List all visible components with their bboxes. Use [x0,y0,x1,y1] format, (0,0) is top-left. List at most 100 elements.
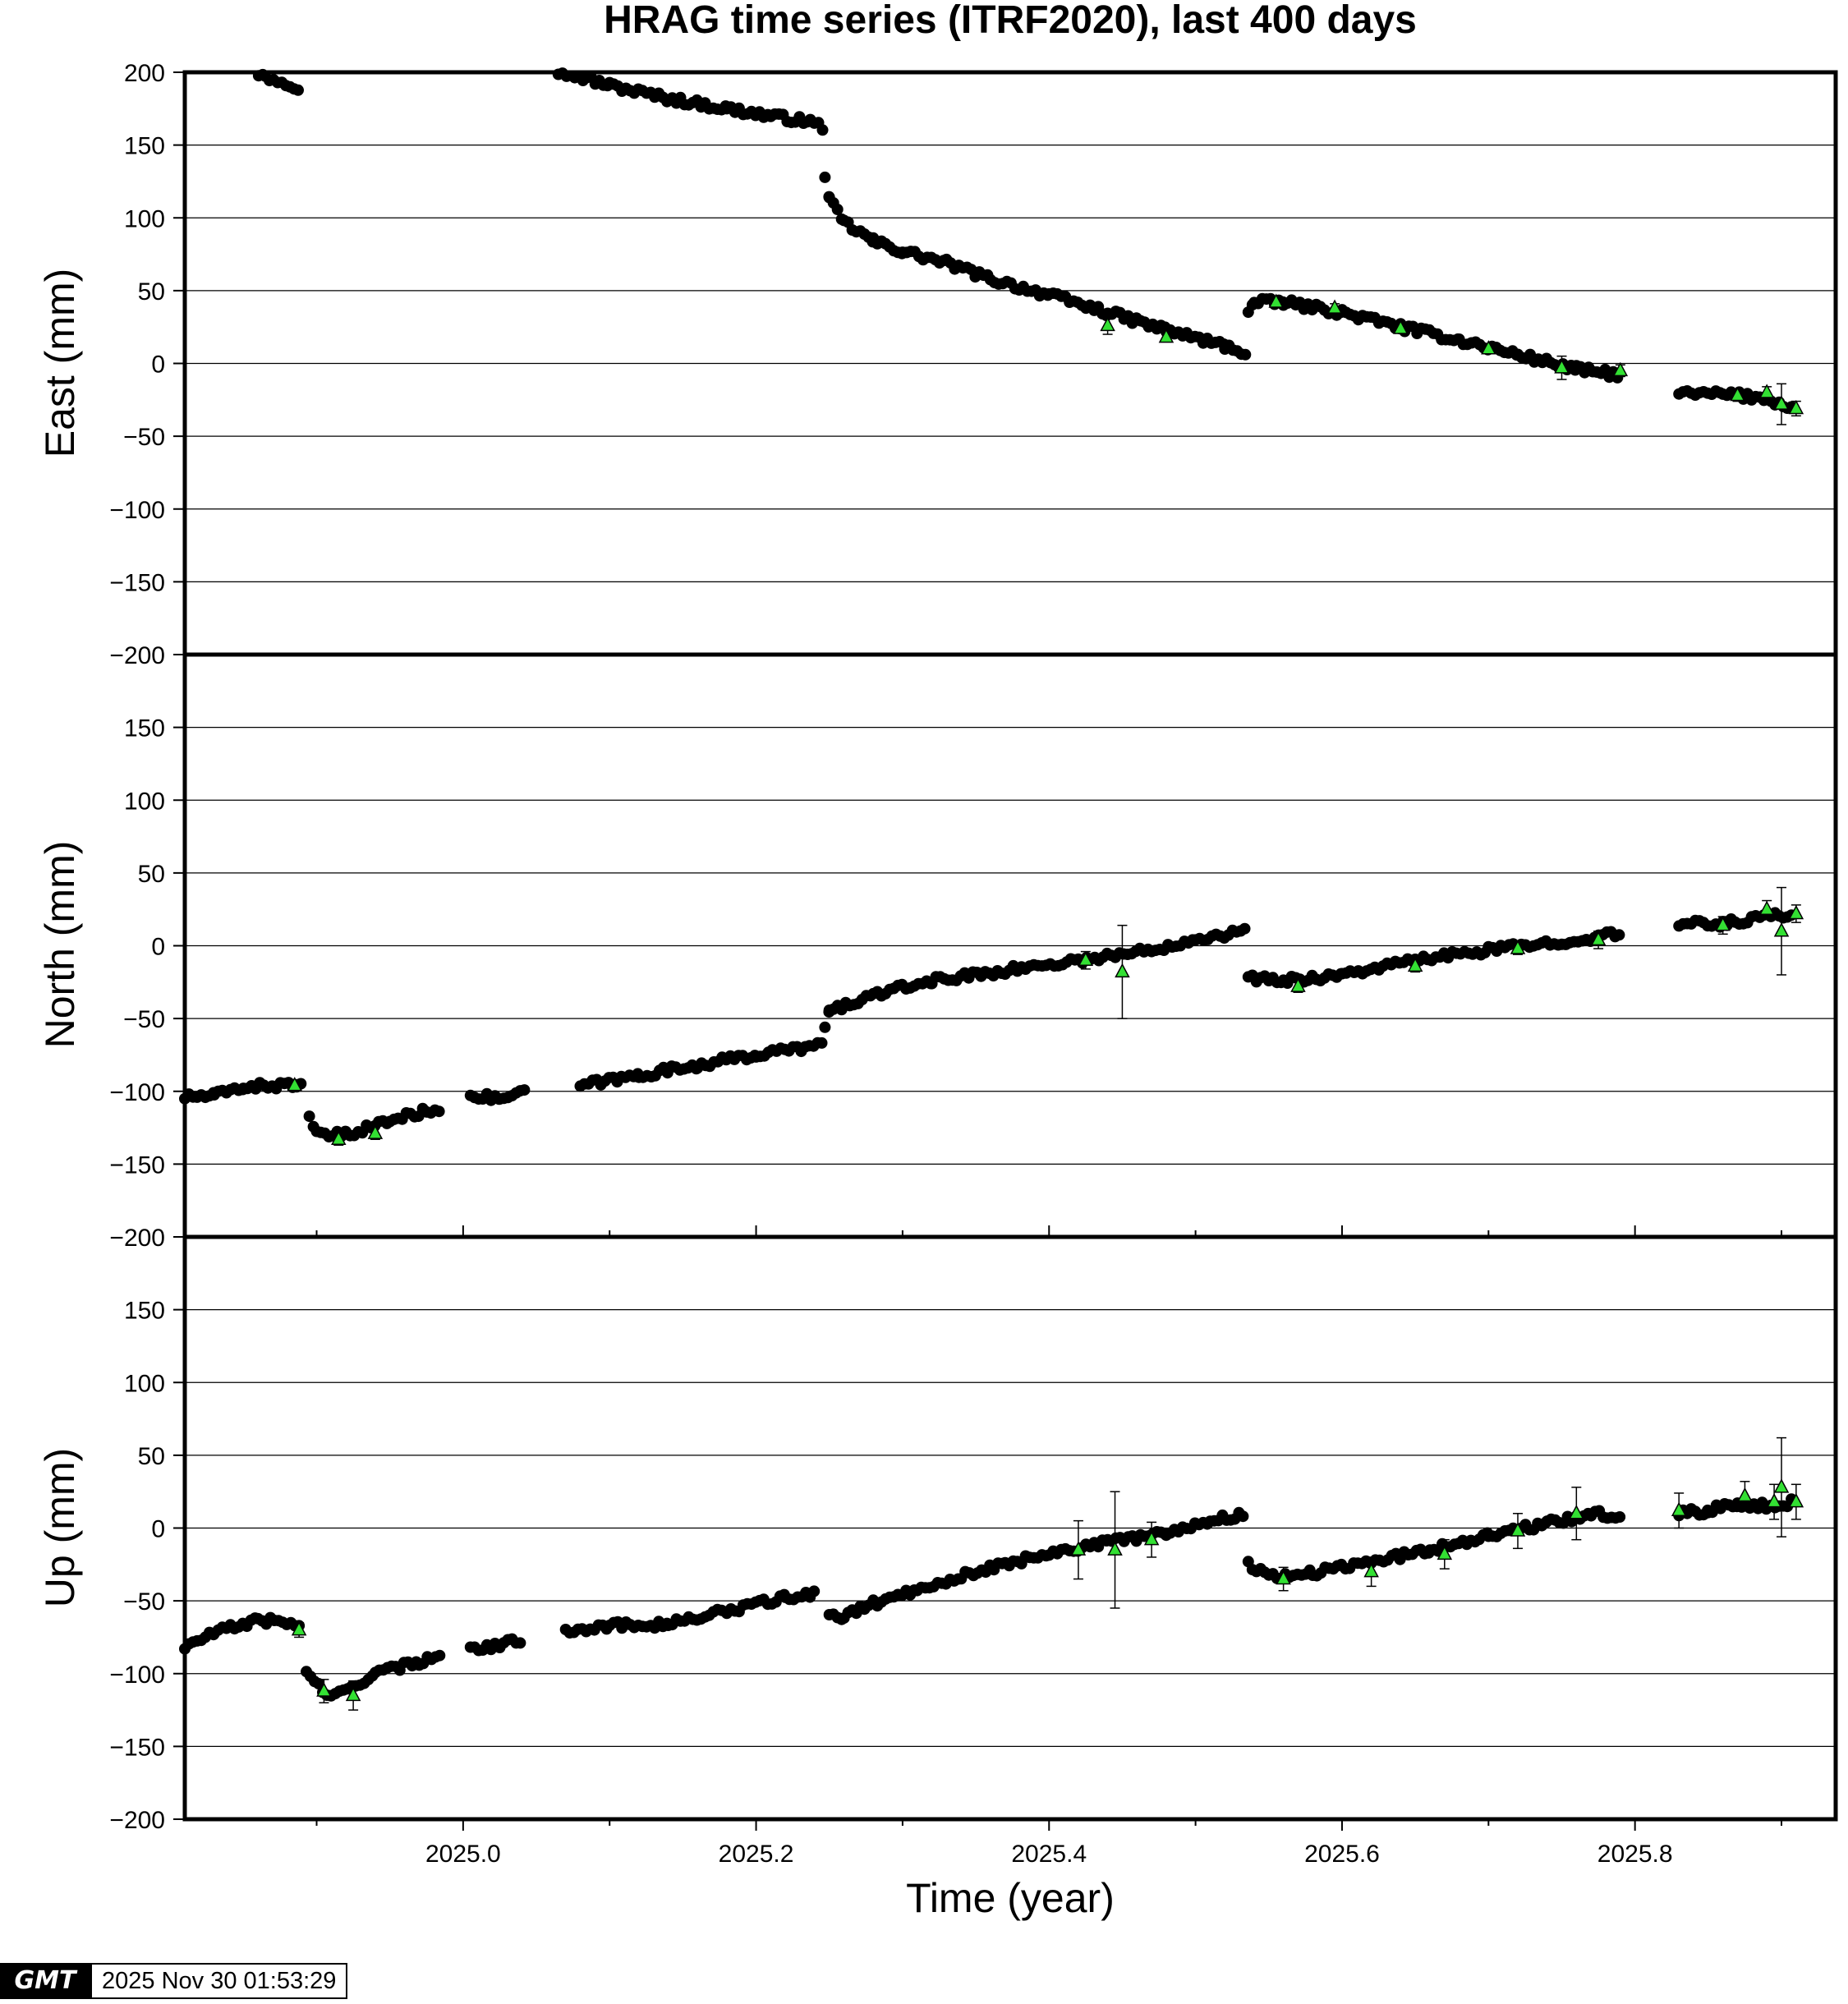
east-rapid-point [1326,299,1343,314]
x-tick-label: 2025.4 [1011,1841,1087,1868]
north-y-tick-label: 0 [151,934,165,961]
up-rapid-point [345,1686,361,1702]
north-rapid-point [1407,957,1423,972]
up-y-tick-label: −100 [109,1662,165,1689]
east-y-tick-label: −200 [109,642,165,669]
up-rapid-point [1070,1541,1087,1556]
north-rapid-point [1758,900,1775,915]
up-y-ticks: 150 100 50 0 −50 −100 −150 −200 [109,1236,185,1834]
east-panel: East (mm) 200 150 100 50 0 −50 −100 −150 −200 [37,60,1838,669]
north-rapid-point [1290,977,1306,992]
east-y-tick-label: 150 [124,133,165,160]
up-rapid-point [1510,1522,1526,1537]
north-rapid-point [1715,917,1731,931]
north-y-tick-label: −150 [109,1151,165,1179]
east-daily-point [816,124,829,136]
north-daily-point [819,1021,831,1033]
north-daily-point [1239,922,1251,935]
north-daily-point [433,1105,445,1118]
north-daily-point [303,1110,315,1123]
north-rapid-point [331,1130,347,1145]
up-rapid-point [1773,1478,1790,1493]
east-y-tick-label: 0 [151,352,165,379]
up-data-points [179,1436,1804,1711]
up-y-tick-label: 100 [124,1370,165,1397]
north-data-points [179,886,1804,1147]
east-rapid-point [1758,384,1775,398]
plot-timestamp: 2025 Nov 30 01:53:29 [90,1963,348,1999]
x-tick-label: 2025.2 [719,1841,794,1868]
up-daily-point [313,1678,324,1689]
east-rapid-point [1481,340,1496,355]
east-y-tick-label: 100 [124,205,165,232]
chart-title: HRAG time series (ITRF2020), last 400 da… [604,0,1417,42]
east-daily-point [819,171,831,183]
east-daily-point [831,204,844,215]
north-daily-point [1613,929,1625,941]
up-daily-point [514,1637,526,1649]
up-rapid-point [1671,1501,1687,1516]
up-rapid-point [1569,1505,1584,1519]
up-y-tick-label: 150 [124,1298,165,1325]
east-y-tick-label: −100 [109,497,165,524]
north-y-tick-label: −50 [123,1006,165,1033]
north-rapid-point [1510,940,1526,954]
up-rapid-point [1737,1487,1753,1502]
up-daily-point [1237,1510,1249,1523]
north-rapid-point [1590,931,1607,946]
up-rapid-point [1276,1570,1291,1585]
up-y-tick-label: −150 [109,1734,165,1761]
up-rapid-point [1766,1493,1782,1508]
east-y-ticks: 200 150 100 50 0 −50 −100 −150 −200 [109,60,185,669]
up-panel-frame [182,1234,1838,1822]
x-axis-label: Time (year) [906,1875,1115,1921]
east-y-tick-label: 200 [124,60,165,87]
east-rapid-point [1158,329,1175,343]
up-y-tick-label: 0 [151,1516,165,1543]
up-grid [185,1309,1836,1747]
north-rapid-point [1115,963,1130,978]
up-daily-point [434,1649,446,1662]
north-y-axis-label: North (mm) [37,841,83,1049]
north-panel: North (mm) 150 100 50 0 −50 −100 −150 −200 [37,652,1838,1252]
up-y-tick-label: −50 [123,1588,165,1616]
up-y-tick-label: −200 [109,1807,165,1834]
north-rapid-point [1078,951,1094,966]
east-y-tick-label: 50 [138,278,165,306]
north-grid [185,727,1836,1165]
east-rapid-point [1100,316,1115,332]
up-rapid-point [291,1620,307,1636]
north-rapid-point [287,1077,303,1092]
east-rapid-point [1773,395,1790,410]
east-y-axis-label: East (mm) [37,269,83,458]
up-y-axis-label: Up (mm) [37,1448,83,1607]
east-rapid-point [1554,359,1570,374]
north-rapid-point [367,1124,384,1139]
east-daily-point [1239,348,1252,361]
x-tick-label: 2025.0 [425,1841,501,1868]
north-daily-point [816,1036,828,1049]
north-y-tick-label: 50 [138,861,165,888]
east-y-tick-label: −50 [123,424,165,451]
east-rapid-point [1393,319,1409,334]
north-daily-point [518,1084,531,1096]
east-rapid-point [1788,399,1804,415]
north-y-tick-label: −200 [109,1225,165,1252]
north-rapid-point [1788,904,1804,920]
up-daily-point [808,1585,821,1597]
east-data-points [252,67,1804,425]
east-rapid-point [1612,361,1629,377]
x-tick-label: 2025.8 [1597,1841,1673,1868]
x-axis: 2025.0 2025.2 2025.4 2025.6 2025.8 [315,1225,1783,1868]
north-y-tick-label: 150 [124,715,165,742]
up-panel: Up (mm) 150 100 50 0 −50 −100 −150 −200 [37,1234,1838,1834]
up-rapid-point [1143,1531,1160,1546]
north-y-ticks: 150 100 50 0 −50 −100 −150 −200 [109,654,185,1252]
up-daily-point [1614,1511,1626,1523]
east-daily-point [292,84,304,96]
gmt-logo-icon: GMT [0,1963,90,1999]
up-rapid-point [1107,1541,1123,1556]
north-y-tick-label: 100 [124,788,165,815]
up-y-tick-label: 50 [138,1443,165,1470]
